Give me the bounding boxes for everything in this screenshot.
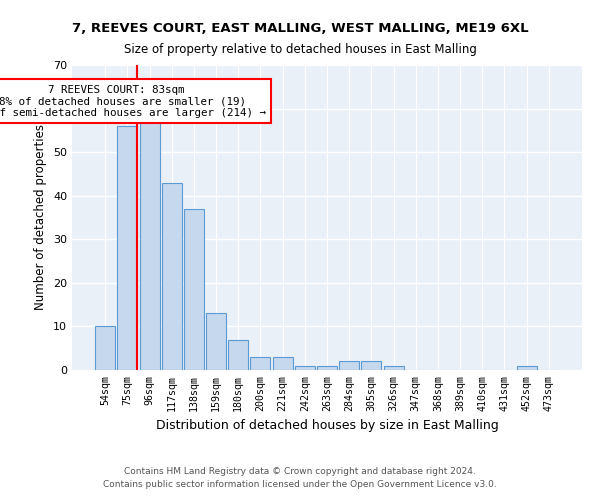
Bar: [184, 209, 204, 370]
Bar: [295, 366, 315, 370]
Bar: [361, 362, 382, 370]
Bar: [339, 362, 359, 370]
Bar: [250, 357, 271, 370]
Bar: [228, 340, 248, 370]
Text: Contains public sector information licensed under the Open Government Licence v3: Contains public sector information licen…: [103, 480, 497, 489]
Bar: [317, 366, 337, 370]
Bar: [95, 326, 115, 370]
Text: 7 REEVES COURT: 83sqm  
← 8% of detached houses are smaller (19)
92% of semi-det: 7 REEVES COURT: 83sqm ← 8% of detached h…: [0, 84, 266, 118]
Bar: [162, 182, 182, 370]
Y-axis label: Number of detached properties: Number of detached properties: [34, 124, 47, 310]
Bar: [206, 314, 226, 370]
Bar: [140, 122, 160, 370]
Bar: [517, 366, 536, 370]
Text: 7, REEVES COURT, EAST MALLING, WEST MALLING, ME19 6XL: 7, REEVES COURT, EAST MALLING, WEST MALL…: [71, 22, 529, 36]
Bar: [383, 366, 404, 370]
X-axis label: Distribution of detached houses by size in East Malling: Distribution of detached houses by size …: [155, 419, 499, 432]
Text: Size of property relative to detached houses in East Malling: Size of property relative to detached ho…: [124, 42, 476, 56]
Bar: [118, 126, 137, 370]
Text: Contains HM Land Registry data © Crown copyright and database right 2024.: Contains HM Land Registry data © Crown c…: [124, 467, 476, 476]
Bar: [272, 357, 293, 370]
